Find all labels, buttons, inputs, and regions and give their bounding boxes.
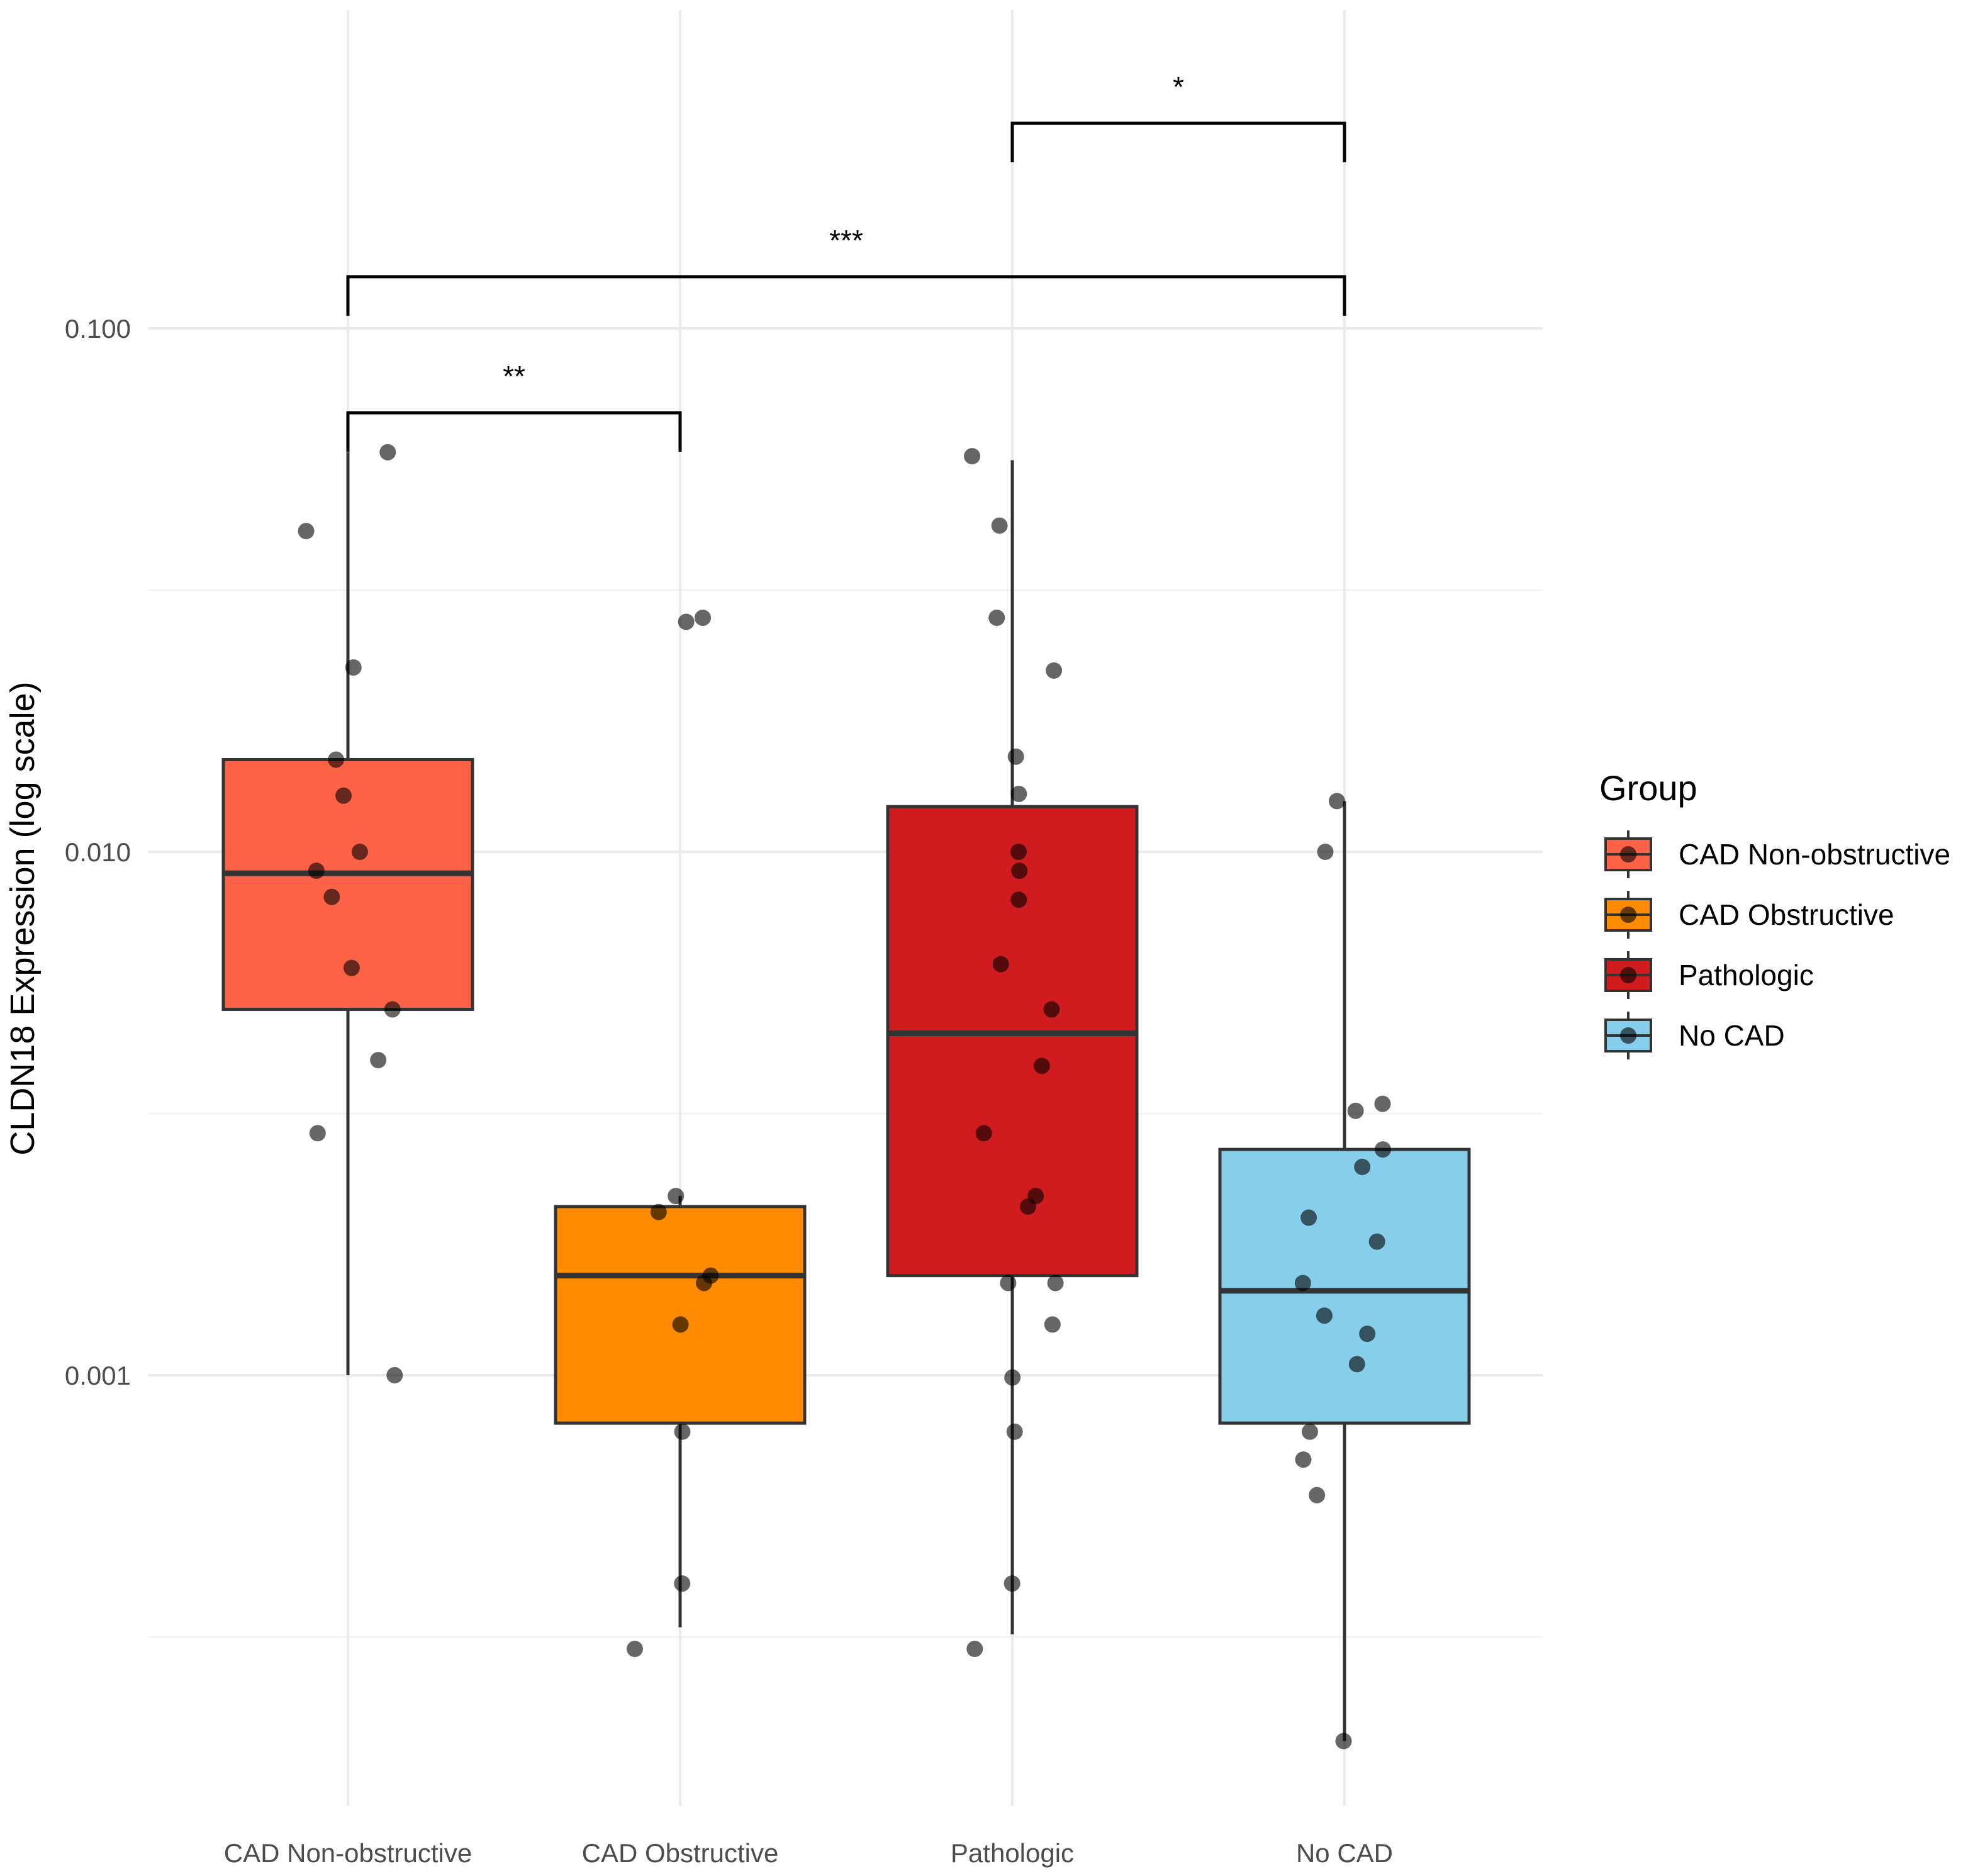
data-point [1295, 1451, 1312, 1468]
data-point [1335, 1733, 1352, 1750]
data-point [1309, 1487, 1326, 1504]
legend-title: Group [1599, 768, 1697, 808]
data-point [1300, 1209, 1317, 1226]
data-point [1004, 1369, 1021, 1386]
legend-key-point [1620, 967, 1636, 983]
data-point [988, 609, 1005, 626]
box-body [886, 805, 1139, 1278]
y-tick-label: 0.010 [65, 837, 131, 867]
x-tick-label: CAD Non-obstructive [224, 1838, 472, 1868]
box-layer [221, 452, 1471, 1741]
data-point [1294, 1275, 1311, 1292]
point-layer [298, 444, 1391, 1750]
data-point [370, 1052, 387, 1069]
data-point [695, 1275, 712, 1292]
data-point [674, 1423, 691, 1440]
significance-bracket [1010, 121, 1346, 163]
data-point [1043, 1001, 1060, 1018]
y-tick-label: 0.001 [65, 1361, 131, 1390]
data-point [1348, 1356, 1365, 1373]
data-point [1328, 793, 1345, 810]
y-axis-ticks: 0.001 0.010 0.100 [65, 314, 131, 1390]
data-point [384, 1001, 401, 1018]
legend-item: No CAD [1604, 1012, 1785, 1059]
x-tick-label: Pathologic [951, 1838, 1074, 1868]
box-body [1218, 1147, 1471, 1425]
data-point [1374, 1141, 1391, 1158]
legend-label: Pathologic [1679, 959, 1814, 991]
legend-item: Pathologic [1604, 951, 1814, 999]
data-point [964, 448, 981, 465]
box-1 [554, 1196, 807, 1628]
data-point [1044, 1316, 1061, 1333]
data-point [991, 517, 1008, 534]
data-point [1046, 662, 1063, 679]
data-point [1047, 1275, 1064, 1292]
data-point [323, 888, 340, 905]
data-point [345, 659, 362, 676]
data-point [351, 844, 368, 860]
data-point [992, 956, 1009, 973]
legend: Group CAD Non-obstructive CAD Obstructive… [1599, 768, 1950, 1059]
data-point [1010, 844, 1027, 860]
data-point [335, 787, 352, 804]
legend-label: No CAD [1679, 1019, 1785, 1052]
data-point [1033, 1058, 1050, 1075]
significance-label: *** [829, 224, 863, 257]
legend-item: CAD Non-obstructive [1604, 830, 1950, 878]
data-point [650, 1203, 667, 1220]
data-point [328, 751, 345, 768]
data-point [308, 863, 325, 879]
y-tick-label: 0.100 [65, 314, 131, 343]
data-point [1374, 1095, 1391, 1112]
data-point [309, 1125, 326, 1142]
legend-label: CAD Obstructive [1679, 898, 1894, 931]
box-3 [1218, 801, 1471, 1741]
data-point [966, 1641, 983, 1658]
significance-bracket [346, 275, 1346, 316]
data-point [674, 1575, 691, 1592]
data-point [1347, 1102, 1364, 1119]
data-point [695, 609, 712, 626]
legend-label: CAD Non-obstructive [1679, 838, 1950, 871]
significance-label: * [1173, 70, 1184, 103]
data-point [1006, 1423, 1023, 1440]
data-point [379, 444, 396, 461]
legend-key-point [1620, 846, 1636, 863]
significance-bracket [346, 411, 682, 452]
data-point [1007, 748, 1024, 765]
x-axis-ticks: CAD Non-obstructive CAD Obstructive Pathol… [224, 1838, 1393, 1868]
data-point [1004, 1575, 1020, 1592]
data-point [1010, 891, 1027, 908]
data-point [626, 1641, 643, 1658]
y-axis-title: CLDN18 Expression (log scale) [4, 681, 42, 1155]
data-point [298, 523, 315, 540]
data-point [1368, 1233, 1385, 1250]
data-point [1354, 1158, 1371, 1175]
significance-label: ** [503, 360, 525, 393]
data-point [1019, 1198, 1036, 1215]
legend-key-point [1620, 1027, 1636, 1044]
data-point [1010, 785, 1027, 802]
data-point [1000, 1275, 1017, 1292]
data-point [975, 1125, 992, 1142]
data-point [343, 959, 360, 976]
significance-layer: ****** [346, 70, 1346, 452]
box-2 [886, 460, 1139, 1634]
data-point [1317, 844, 1334, 860]
data-point [386, 1367, 403, 1383]
data-point [668, 1188, 685, 1205]
data-point [1316, 1307, 1333, 1324]
data-point [672, 1316, 689, 1333]
data-point [1011, 863, 1028, 879]
legend-item: CAD Obstructive [1604, 891, 1894, 939]
x-tick-label: No CAD [1296, 1838, 1393, 1868]
data-point [1359, 1326, 1376, 1343]
data-point [678, 613, 695, 630]
legend-key-point [1620, 907, 1636, 923]
x-tick-label: CAD Obstructive [582, 1838, 779, 1868]
box-body [554, 1205, 807, 1425]
data-point [1301, 1423, 1318, 1440]
